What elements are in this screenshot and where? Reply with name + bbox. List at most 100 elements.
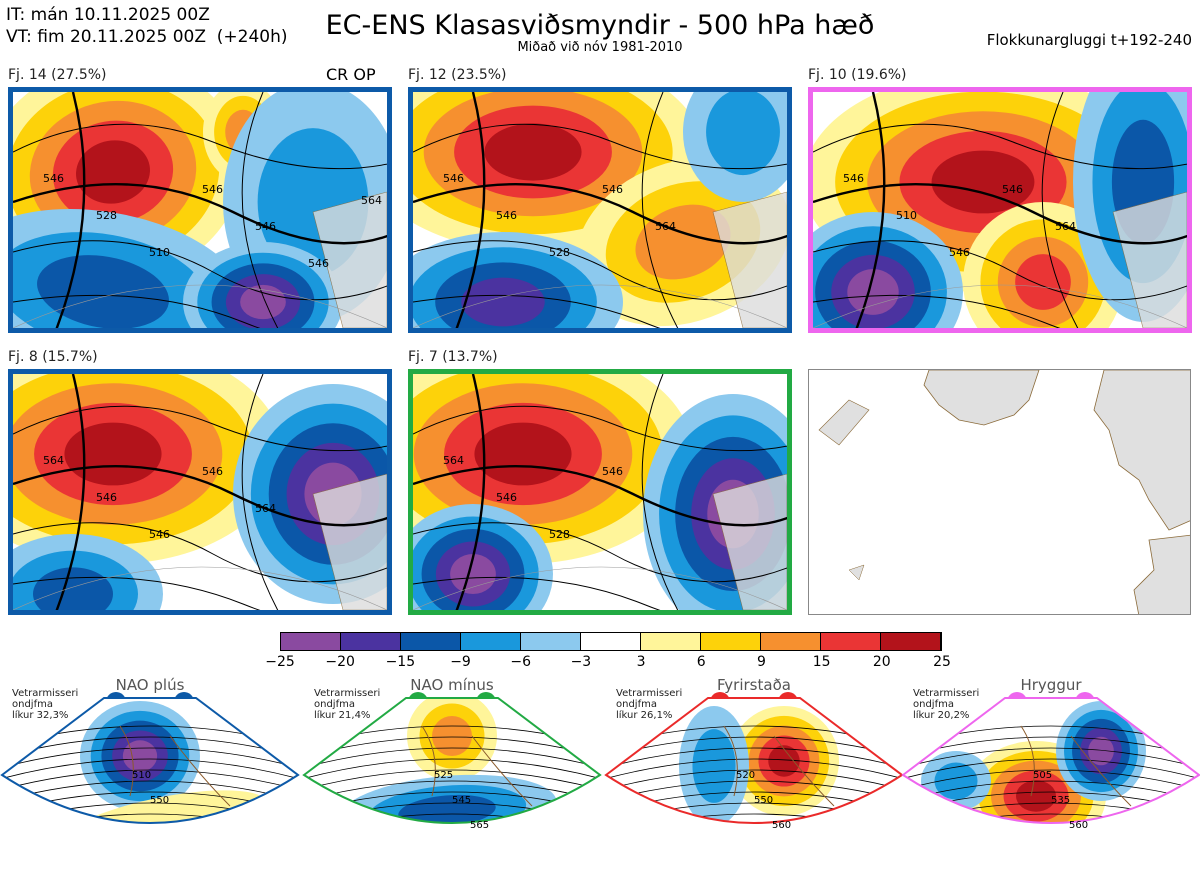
contour-label: 510 [896, 209, 917, 222]
regime-contour-label: 565 [470, 820, 489, 831]
regime-contour-label: 560 [772, 820, 791, 831]
cluster-map: 546 528 510 546 546 546 564 [8, 87, 392, 333]
colorbar-swatch [821, 633, 881, 650]
colorbar-tick-label: −20 [325, 654, 355, 670]
contour-label: 510 [149, 246, 170, 259]
regime-info-line: líkur 20,2% [913, 710, 970, 721]
contour-label: 546 [1002, 183, 1023, 196]
regime-title: Hryggur [1020, 676, 1082, 694]
regime-info-line: Vetrarmisseri [913, 688, 980, 699]
cluster-label: Fj. 12 (23.5%) [408, 67, 507, 83]
regime-map: 525 545 565 [302, 696, 602, 871]
regime-info-line: líkur 32,3% [12, 710, 69, 721]
contour-label: 546 [443, 172, 464, 185]
regime-info-line: ondjfma [616, 699, 657, 710]
page-subtitle: Miðað við nóv 1981-2010 [517, 40, 683, 55]
cluster-map-svg: 564 546 528 546 [413, 374, 787, 610]
cluster-map: 546 510 546 546 564 [808, 87, 1192, 333]
regime-info: Vetrarmisseri ondjfma líkur 21,4% [314, 688, 380, 721]
regime-map-svg: 505 535 560 [901, 697, 1200, 831]
colorbar-tick-label: 25 [933, 654, 951, 670]
regime-map-svg: 525 545 565 [302, 697, 602, 831]
regime-title: NAO plús [115, 676, 185, 694]
cluster-label: Fj. 14 (27.5%) [8, 67, 107, 83]
colorbar-swatches [280, 632, 942, 651]
regime-info-line: Vetrarmisseri [616, 688, 683, 699]
contour-label: 564 [655, 220, 676, 233]
colorbar-swatch [461, 633, 521, 650]
cluster-label: Fj. 10 (19.6%) [808, 67, 907, 83]
contour-label: 546 [308, 257, 329, 270]
contour-label: 546 [496, 491, 517, 504]
valid-time-label: VT: fim 20.11.2025 00Z [6, 27, 206, 47]
colorbar-ticks: −25 −20 −15 −9 −6 −3 3 6 9 15 20 25 [265, 654, 951, 672]
regime-contour-label: 505 [1033, 770, 1052, 781]
regime-info-line: líkur 21,4% [314, 710, 371, 721]
colorbar-tick-label: 3 [636, 654, 646, 670]
contour-label: 546 [949, 246, 970, 259]
page-title: EC-ENS Klasasviðsmyndir - 500 hPa hæð [325, 10, 875, 41]
colorbar-swatch [341, 633, 401, 650]
regime-contour-label: 545 [452, 795, 471, 806]
contour-label: 546 [96, 491, 117, 504]
colorbar-swatch [641, 633, 701, 650]
colorbar-tick-label: −25 [265, 654, 295, 670]
colorbar-tick-label: −9 [450, 654, 471, 670]
valid-time: VT: fim 20.11.2025 00Z (+240h) [6, 26, 288, 48]
contour-label: 546 [496, 209, 517, 222]
regime-info: Vetrarmisseri ondjfma líkur 20,2% [913, 688, 979, 721]
regime-map-svg: 520 550 560 [604, 697, 904, 831]
contour-label: 546 [843, 172, 864, 185]
contour-label: 564 [443, 454, 464, 467]
header-times: IT: mán 10.11.2025 00Z VT: fim 20.11.202… [6, 4, 288, 48]
regime-map: 505 535 560 [901, 696, 1200, 871]
lead-time: (+240h) [216, 27, 288, 47]
initial-time: IT: mán 10.11.2025 00Z [6, 5, 210, 25]
contour-label: 546 [149, 528, 170, 541]
classification-window: Flokkunargluggi t+192-240 [986, 31, 1192, 49]
contour-label: 546 [602, 465, 623, 478]
regime-contour-label: 560 [1069, 820, 1088, 831]
colorbar-tick-label: −15 [385, 654, 416, 670]
contour-label: 564 [43, 454, 64, 467]
colorbar-tick-label: −6 [510, 654, 532, 670]
cluster-map: 564 546 528 546 [408, 369, 792, 615]
regime-contour-label: 510 [132, 770, 151, 781]
regime-map: 510 550 [0, 696, 300, 871]
cluster-label: Fj. 7 (13.7%) [408, 349, 498, 365]
regime-info-line: ondjfma [913, 699, 954, 710]
regime-info: Vetrarmisseri ondjfma líkur 32,3% [12, 688, 78, 721]
regime-title: NAO mínus [410, 676, 494, 694]
colorbar: −25 −20 −15 −9 −6 −3 3 6 9 15 20 25 [265, 632, 951, 672]
colorbar-swatch [521, 633, 581, 650]
cluster-map-svg: 564 546 546 546 564 [13, 374, 387, 610]
cluster-map-svg: 546 546 528 546 564 [413, 92, 787, 328]
reference-map [808, 369, 1191, 615]
regime-info-line: Vetrarmisseri [12, 688, 79, 699]
regime-map: 520 550 560 [604, 696, 904, 871]
contour-label: 564 [361, 194, 382, 207]
colorbar-swatch [281, 633, 341, 650]
regime-contour-label: 525 [434, 770, 453, 781]
cluster-map: 564 546 546 546 564 [8, 369, 392, 615]
reference-map-svg [818, 370, 1190, 614]
regime-contour-label: 550 [754, 795, 773, 806]
contour-label: 546 [602, 183, 623, 196]
colorbar-swatch [401, 633, 461, 650]
regime-info: Vetrarmisseri ondjfma líkur 26,1% [616, 688, 682, 721]
regime-info-line: ondjfma [12, 699, 53, 710]
contour-label: 528 [549, 246, 570, 259]
colorbar-swatch [881, 633, 941, 650]
regime-contour-label: 550 [150, 795, 169, 806]
regime-info-line: líkur 26,1% [616, 710, 673, 721]
regime-info-line: ondjfma [314, 699, 355, 710]
regime-contour-label: 535 [1051, 795, 1070, 806]
colorbar-tick-label: 20 [872, 654, 891, 670]
colorbar-swatch [581, 633, 641, 650]
cluster-map-svg: 546 528 510 546 546 546 564 [13, 92, 387, 328]
contour-label: 564 [1055, 220, 1076, 233]
colorbar-swatch [701, 633, 761, 650]
regime-info-line: Vetrarmisseri [314, 688, 381, 699]
colorbar-tick-label: 6 [696, 654, 706, 670]
contour-label: 546 [43, 172, 64, 185]
